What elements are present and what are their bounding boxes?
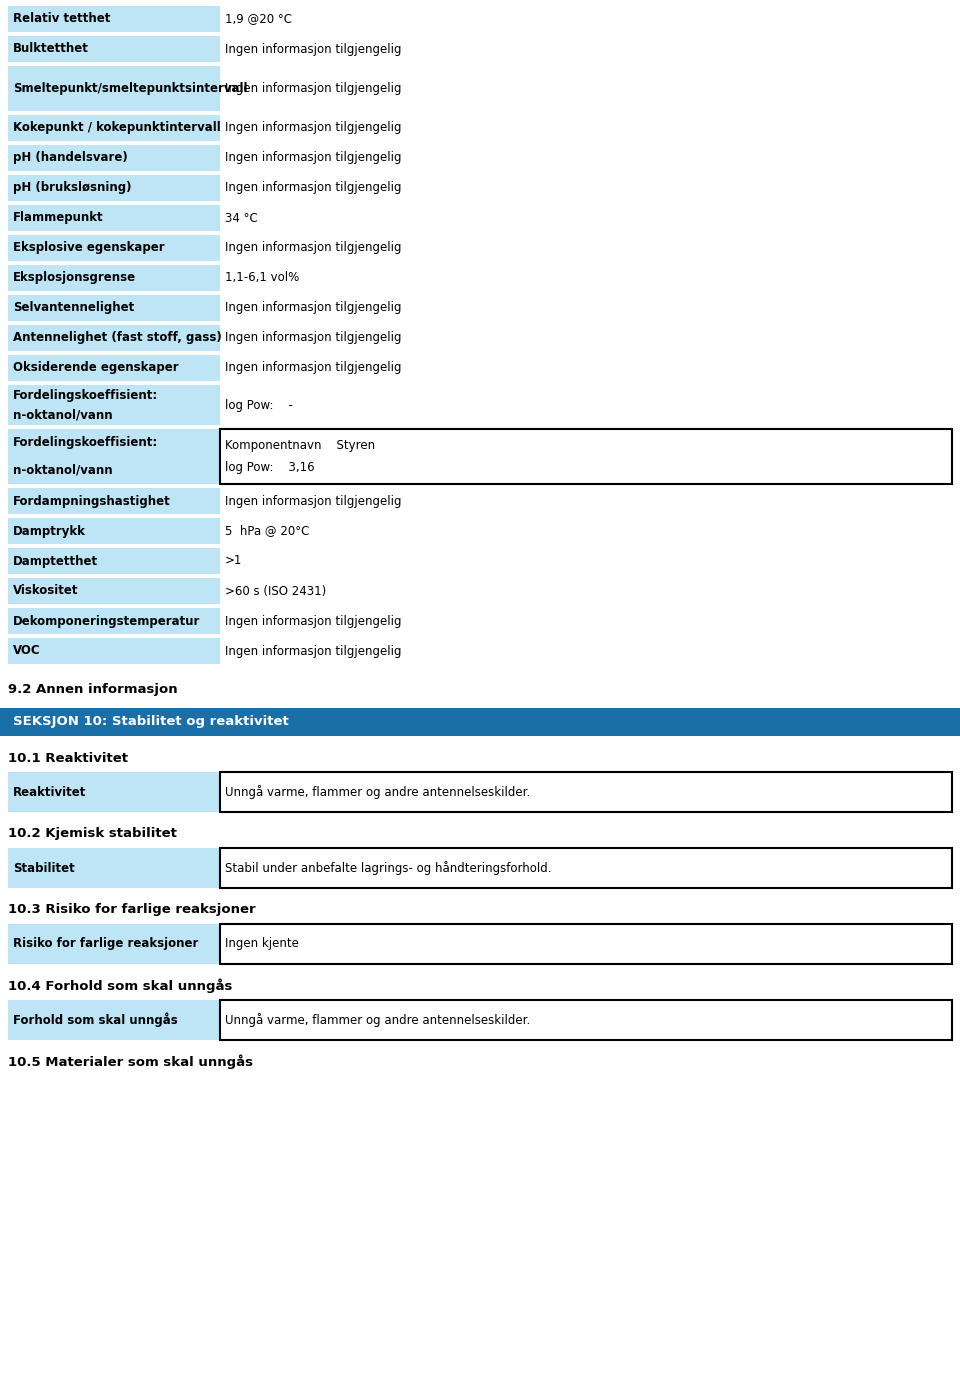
Text: VOC: VOC xyxy=(13,645,40,657)
Bar xyxy=(8,924,220,965)
Text: Ingen informasjon tilgjengelig: Ingen informasjon tilgjengelig xyxy=(225,361,401,374)
Text: Reaktivitet: Reaktivitet xyxy=(13,785,86,798)
Text: Ingen informasjon tilgjengelig: Ingen informasjon tilgjengelig xyxy=(225,495,401,507)
Bar xyxy=(8,235,220,261)
Bar xyxy=(8,204,220,231)
Text: log Pow:    3,16: log Pow: 3,16 xyxy=(225,460,315,474)
Text: Forhold som skal unngås: Forhold som skal unngås xyxy=(13,1013,178,1027)
Bar xyxy=(8,385,220,425)
Bar xyxy=(220,924,952,965)
Text: 10.2 Kjemisk stabilitet: 10.2 Kjemisk stabilitet xyxy=(8,827,177,841)
Bar xyxy=(8,430,220,484)
Text: Ingen informasjon tilgjengelig: Ingen informasjon tilgjengelig xyxy=(225,121,401,135)
Bar xyxy=(8,578,220,605)
Bar xyxy=(8,36,220,63)
Text: Antennelighet (fast stoff, gass): Antennelighet (fast stoff, gass) xyxy=(13,331,222,345)
Bar xyxy=(220,771,952,812)
Text: 10.4 Forhold som skal unngås: 10.4 Forhold som skal unngås xyxy=(8,979,232,994)
Bar xyxy=(8,488,220,514)
Bar xyxy=(8,548,220,574)
Text: Ingen informasjon tilgjengelig: Ingen informasjon tilgjengelig xyxy=(225,43,401,56)
Bar xyxy=(8,295,220,321)
Text: Ingen kjente: Ingen kjente xyxy=(225,937,299,951)
Bar xyxy=(8,638,220,664)
Text: Viskositet: Viskositet xyxy=(13,585,79,598)
Text: Ingen informasjon tilgjengelig: Ingen informasjon tilgjengelig xyxy=(225,242,401,254)
Text: Ingen informasjon tilgjengelig: Ingen informasjon tilgjengelig xyxy=(225,152,401,164)
Text: Bulktetthet: Bulktetthet xyxy=(13,43,89,56)
Bar xyxy=(220,848,952,888)
Text: 34 °C: 34 °C xyxy=(225,211,257,225)
Bar xyxy=(8,145,220,171)
Text: Eksplosive egenskaper: Eksplosive egenskaper xyxy=(13,242,164,254)
Text: 1,9 @20 °C: 1,9 @20 °C xyxy=(225,13,292,25)
Text: Fordelingskoeffisient:: Fordelingskoeffisient: xyxy=(13,436,158,449)
Text: Stabil under anbefalte lagrings- og håndteringsforhold.: Stabil under anbefalte lagrings- og hånd… xyxy=(225,860,551,874)
Bar xyxy=(8,265,220,291)
Text: Ingen informasjon tilgjengelig: Ingen informasjon tilgjengelig xyxy=(225,302,401,314)
Bar xyxy=(8,354,220,381)
Bar xyxy=(8,65,220,111)
Bar xyxy=(8,175,220,202)
Text: Ingen informasjon tilgjengelig: Ingen informasjon tilgjengelig xyxy=(225,645,401,657)
Text: Smeltepunkt/smeltepunktsintervall: Smeltepunkt/smeltepunktsintervall xyxy=(13,82,248,95)
Text: Stabilitet: Stabilitet xyxy=(13,862,75,874)
Text: 9.2 Annen informasjon: 9.2 Annen informasjon xyxy=(8,684,178,696)
Text: Risiko for farlige reaksjoner: Risiko for farlige reaksjoner xyxy=(13,937,199,951)
Text: Eksplosjonsgrense: Eksplosjonsgrense xyxy=(13,271,136,285)
Text: Relativ tetthet: Relativ tetthet xyxy=(13,13,110,25)
Text: Dekomponeringstemperatur: Dekomponeringstemperatur xyxy=(13,614,201,627)
Bar xyxy=(8,115,220,140)
Text: Damptrykk: Damptrykk xyxy=(13,524,85,538)
Text: Flammepunkt: Flammepunkt xyxy=(13,211,104,225)
Text: 10.3 Risiko for farlige reaksjoner: 10.3 Risiko for farlige reaksjoner xyxy=(8,904,255,916)
Text: 1,1-6,1 vol%: 1,1-6,1 vol% xyxy=(225,271,300,285)
Text: 10.1 Reaktivitet: 10.1 Reaktivitet xyxy=(8,752,128,764)
Text: Ingen informasjon tilgjengelig: Ingen informasjon tilgjengelig xyxy=(225,331,401,345)
Text: Fordelingskoeffisient:: Fordelingskoeffisient: xyxy=(13,388,158,402)
Bar xyxy=(8,325,220,352)
Text: SEKSJON 10: Stabilitet og reaktivitet: SEKSJON 10: Stabilitet og reaktivitet xyxy=(13,716,289,728)
Text: Komponentnavn    Styren: Komponentnavn Styren xyxy=(225,438,375,452)
Bar xyxy=(8,607,220,634)
Bar xyxy=(220,430,952,484)
Text: Selvantennelighet: Selvantennelighet xyxy=(13,302,134,314)
Text: Fordampningshastighet: Fordampningshastighet xyxy=(13,495,171,507)
Text: >60 s (ISO 2431): >60 s (ISO 2431) xyxy=(225,585,326,598)
Text: pH (handelsvare): pH (handelsvare) xyxy=(13,152,128,164)
Text: Ingen informasjon tilgjengelig: Ingen informasjon tilgjengelig xyxy=(225,82,401,95)
Text: Ingen informasjon tilgjengelig: Ingen informasjon tilgjengelig xyxy=(225,182,401,195)
Text: Unngå varme, flammer og andre antennelseskilder.: Unngå varme, flammer og andre antennelse… xyxy=(225,1013,530,1027)
Text: n-oktanol/vann: n-oktanol/vann xyxy=(13,464,112,477)
Text: Kokepunkt / kokepunktintervall: Kokepunkt / kokepunktintervall xyxy=(13,121,221,135)
Text: Unngå varme, flammer og andre antennelseskilder.: Unngå varme, flammer og andre antennelse… xyxy=(225,785,530,799)
Bar xyxy=(8,6,220,32)
Bar xyxy=(8,518,220,543)
Text: n-oktanol/vann: n-oktanol/vann xyxy=(13,409,112,421)
Bar xyxy=(0,708,960,735)
Text: Ingen informasjon tilgjengelig: Ingen informasjon tilgjengelig xyxy=(225,614,401,627)
Text: log Pow:    -: log Pow: - xyxy=(225,399,293,411)
Text: 5  hPa @ 20°C: 5 hPa @ 20°C xyxy=(225,524,309,538)
Text: >1: >1 xyxy=(225,555,242,567)
Bar xyxy=(220,999,952,1040)
Bar xyxy=(8,999,220,1040)
Text: Damptetthet: Damptetthet xyxy=(13,555,98,567)
Text: 10.5 Materialer som skal unngås: 10.5 Materialer som skal unngås xyxy=(8,1055,253,1069)
Bar xyxy=(8,848,220,888)
Text: Oksiderende egenskaper: Oksiderende egenskaper xyxy=(13,361,179,374)
Text: pH (bruksløsning): pH (bruksløsning) xyxy=(13,182,132,195)
Bar xyxy=(8,771,220,812)
